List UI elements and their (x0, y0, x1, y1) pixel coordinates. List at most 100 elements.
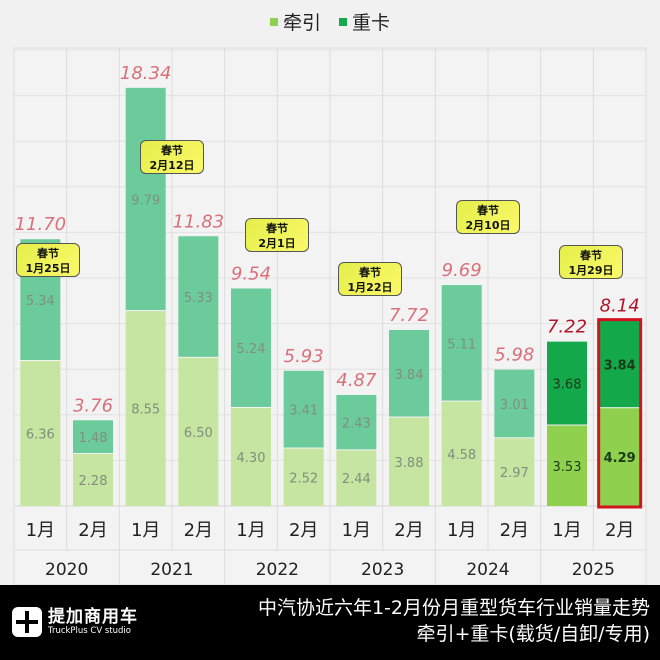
label-total: 5.93 (284, 346, 324, 367)
bar-heavy (389, 329, 429, 417)
chart-subtitle: 牵引+重卡(载货/自卸/专用) (416, 623, 650, 645)
bar-heavy (336, 394, 377, 450)
label-total: 4.87 (336, 370, 377, 391)
footer: 提加商用车 TruckPlus CV studio 中汽协近六年1-2月份月重型… (0, 585, 660, 660)
chart: 6.36 5.34 11.70 1月 2.28 1.48 3.76 2月 8.55 9.79 18.… (13, 47, 647, 585)
logo-cn: 提加商用车 (48, 607, 138, 627)
bar-heavy (441, 285, 482, 401)
bar-heavy (283, 370, 324, 448)
label-heavy: 5.33 (184, 291, 213, 306)
label-tractor: 4.58 (447, 448, 476, 463)
legend-item-heavy[interactable]: 重卡 (339, 8, 390, 35)
legend-swatch-tractor (269, 17, 278, 26)
bar-heavy (231, 288, 271, 407)
year-label: 2020 (45, 560, 88, 580)
label-heavy: 1.48 (79, 431, 108, 446)
spring-festival-callout: 春节 1月25日 (16, 243, 80, 277)
legend-label-tractor: 牵引 (282, 12, 321, 34)
bar-tractor (231, 407, 271, 506)
callout-date: 2月1日 (258, 237, 296, 250)
callout-date: 1月22日 (347, 281, 393, 294)
label-total: 7.22 (547, 317, 587, 338)
bar-tractor (547, 425, 587, 506)
bar-heavy (547, 341, 587, 425)
label-tractor: 2.52 (289, 471, 318, 486)
callout-title: 春节 (37, 247, 59, 260)
bar-heavy (73, 420, 113, 454)
label-total: 18.34 (120, 63, 172, 84)
label-total: 3.76 (73, 395, 113, 416)
spring-festival-callout: 春节 1月22日 (338, 262, 402, 296)
callout-date: 1月29日 (568, 264, 614, 277)
month-label: 1月 (552, 520, 581, 541)
label-heavy: 2.43 (342, 417, 371, 432)
year-label: 2021 (150, 560, 193, 580)
callout-date: 2月12日 (149, 159, 195, 172)
bar-tractor (283, 448, 324, 506)
callout-title: 春节 (161, 144, 183, 157)
callout-date: 2月10日 (465, 219, 511, 232)
label-heavy: 3.01 (500, 398, 529, 413)
legend-item-tractor[interactable]: 牵引 (269, 8, 321, 35)
label-total: 11.83 (173, 211, 225, 232)
month-label: 1月 (131, 520, 160, 541)
legend: 牵引 重卡 (0, 8, 660, 35)
bar-tractor (599, 408, 640, 506)
highlight-border (597, 318, 643, 509)
label-tractor: 2.28 (79, 474, 108, 489)
label-total: 11.70 (15, 214, 67, 235)
chart-title: 中汽协近六年1-2月份月重型货车行业销量走势 (257, 597, 650, 619)
bar-tractor (125, 311, 166, 506)
bar-heavy (494, 369, 535, 438)
spring-festival-callout: 春节 2月12日 (140, 140, 204, 174)
spring-festival-callout: 春节 1月29日 (559, 245, 623, 279)
bar-heavy (125, 87, 166, 311)
year-label: 2025 (572, 560, 615, 580)
label-heavy: 9.79 (131, 193, 160, 208)
bar-tractor (441, 401, 482, 506)
bar-tractor (389, 417, 429, 506)
label-heavy: 3.84 (395, 368, 424, 383)
label-tractor: 6.50 (184, 426, 213, 441)
label-total: 9.54 (231, 263, 271, 284)
bar-tractor (336, 450, 377, 506)
label-total: 8.14 (600, 296, 640, 317)
label-tractor: 6.36 (26, 427, 55, 442)
callout-date: 1月25日 (25, 262, 71, 275)
month-label: 2月 (605, 520, 634, 541)
month-label: 2月 (289, 520, 318, 541)
month-label: 2月 (184, 520, 213, 541)
callout-title: 春节 (580, 249, 602, 262)
bar-heavy (599, 320, 640, 408)
callout-title: 春节 (359, 266, 381, 279)
month-label: 1月 (447, 520, 476, 541)
label-total: 9.69 (442, 260, 482, 281)
label-tractor: 8.55 (131, 403, 160, 418)
label-tractor: 2.44 (342, 472, 371, 487)
bar-tractor (494, 438, 535, 506)
month-label: 2月 (78, 520, 107, 541)
label-heavy: 3.41 (289, 404, 318, 419)
label-tractor: 2.97 (500, 466, 529, 481)
label-heavy: 5.34 (26, 294, 55, 309)
bar-tractor (20, 360, 61, 506)
callout-title: 春节 (266, 222, 288, 235)
legend-swatch-heavy (339, 17, 348, 26)
logo-en: TruckPlus CV studio (48, 626, 131, 636)
spring-festival-callout: 春节 2月1日 (245, 218, 309, 252)
label-total: 7.72 (389, 305, 429, 326)
logo: 提加商用车 TruckPlus CV studio (12, 607, 138, 637)
label-heavy: 3.84 (604, 358, 636, 373)
year-label: 2023 (361, 560, 404, 580)
label-tractor: 4.30 (237, 451, 266, 466)
label-heavy: 5.11 (447, 337, 476, 352)
month-label: 1月 (26, 520, 55, 541)
label-tractor: 4.29 (604, 451, 636, 466)
spring-festival-callout: 春节 2月10日 (456, 200, 520, 234)
month-label: 1月 (342, 520, 371, 541)
label-tractor: 3.53 (553, 460, 582, 475)
bar-heavy (178, 236, 219, 357)
legend-label-heavy: 重卡 (352, 12, 391, 34)
label-heavy: 3.68 (553, 378, 582, 393)
month-label: 1月 (236, 520, 265, 541)
